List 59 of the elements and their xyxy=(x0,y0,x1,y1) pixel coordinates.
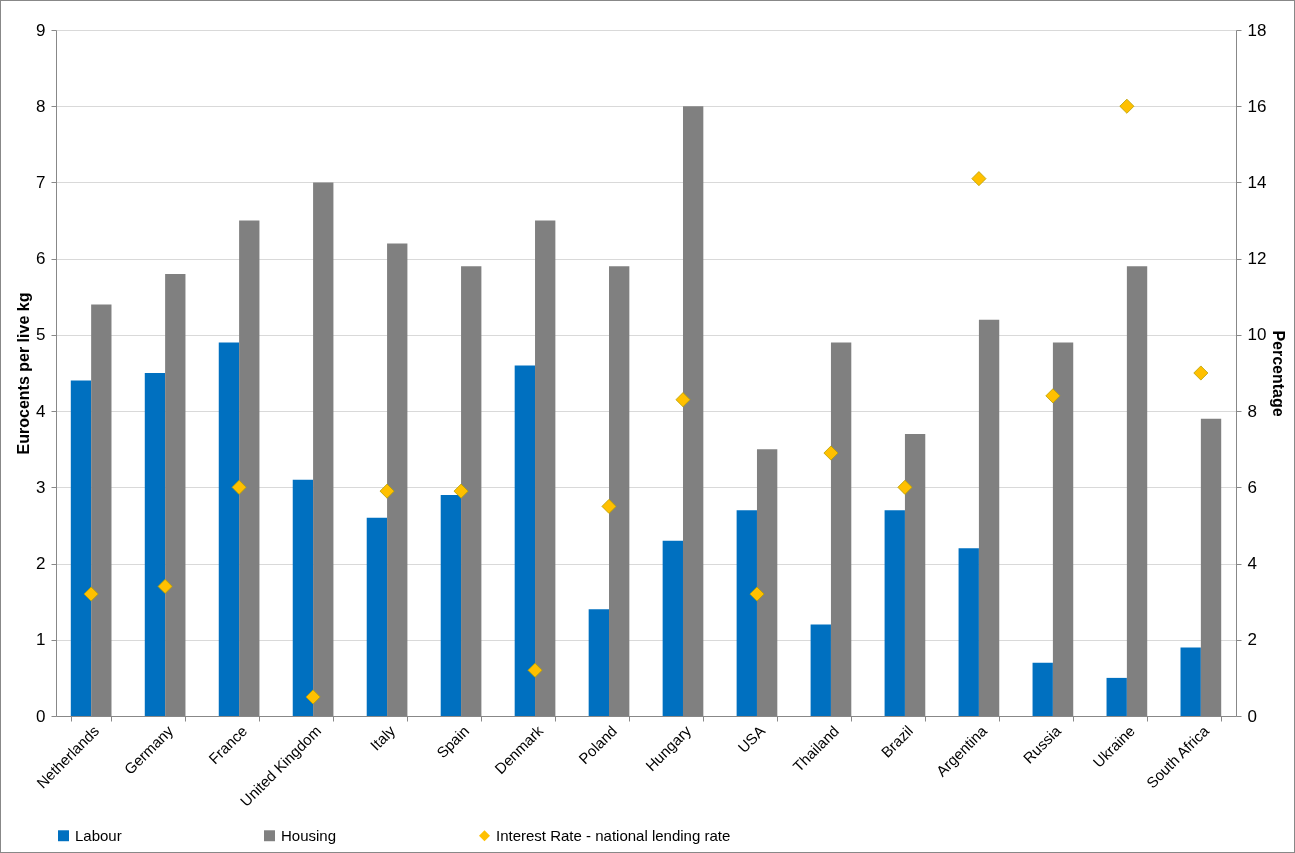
point xyxy=(527,662,543,678)
y-tick-label: 8 xyxy=(36,96,46,116)
y-tick-label: 6 xyxy=(36,249,46,269)
y2-tick-label: 16 xyxy=(1247,96,1267,116)
bar xyxy=(440,494,462,716)
y-tick-label: 2 xyxy=(36,554,46,574)
point xyxy=(83,586,99,602)
bar xyxy=(958,548,979,716)
point xyxy=(675,392,691,408)
bar xyxy=(736,510,757,716)
y-tick-label: 1 xyxy=(36,630,46,650)
bar xyxy=(810,624,831,716)
y2-tick-label: 10 xyxy=(1247,325,1267,345)
point xyxy=(453,483,469,499)
point xyxy=(305,689,321,705)
bar xyxy=(144,373,166,716)
y-tick-label: 3 xyxy=(36,477,46,497)
y2-axis-title: Percentage xyxy=(1270,330,1288,417)
point xyxy=(379,483,395,499)
point xyxy=(1193,365,1209,381)
y2-tick-label: 4 xyxy=(1247,554,1257,574)
point xyxy=(601,498,617,514)
y-tick-label: 4 xyxy=(36,401,46,421)
y-axis-title: Eurocents per live kg xyxy=(15,292,33,455)
point xyxy=(823,445,839,461)
point xyxy=(749,586,765,602)
bar xyxy=(1106,677,1127,716)
bar xyxy=(1180,647,1201,716)
legend-label: Interest Rate - national lending rate xyxy=(496,826,731,844)
bar xyxy=(218,342,240,716)
point xyxy=(1119,98,1135,114)
point xyxy=(231,479,247,495)
bar xyxy=(366,517,388,716)
y-tick-label: 0 xyxy=(36,706,46,726)
bar xyxy=(588,609,610,716)
bar xyxy=(662,540,683,716)
x-tick-label: USA xyxy=(734,722,769,756)
bar xyxy=(1032,662,1053,716)
point xyxy=(1045,388,1061,404)
x-tick-label: Italy xyxy=(366,721,399,754)
legend-label: Labour xyxy=(75,826,122,844)
legend-label: Housing xyxy=(281,826,337,844)
point xyxy=(897,479,913,495)
bar xyxy=(292,479,314,716)
y2-tick-label: 12 xyxy=(1247,249,1267,269)
point xyxy=(157,578,173,594)
y2-tick-label: 14 xyxy=(1247,172,1267,192)
bar xyxy=(70,380,92,716)
y2-tick-label: 0 xyxy=(1247,706,1257,726)
bar xyxy=(884,510,905,716)
y2-tick-label: 2 xyxy=(1247,630,1257,650)
y2-tick-label: 18 xyxy=(1247,20,1267,40)
point xyxy=(971,171,987,187)
y2-tick-label: 8 xyxy=(1247,401,1257,421)
y2-tick-label: 6 xyxy=(1247,477,1257,497)
bar xyxy=(514,365,536,716)
y-tick-label: 9 xyxy=(36,20,46,40)
y-tick-label: 5 xyxy=(36,325,46,345)
y-tick-label: 7 xyxy=(36,172,46,192)
